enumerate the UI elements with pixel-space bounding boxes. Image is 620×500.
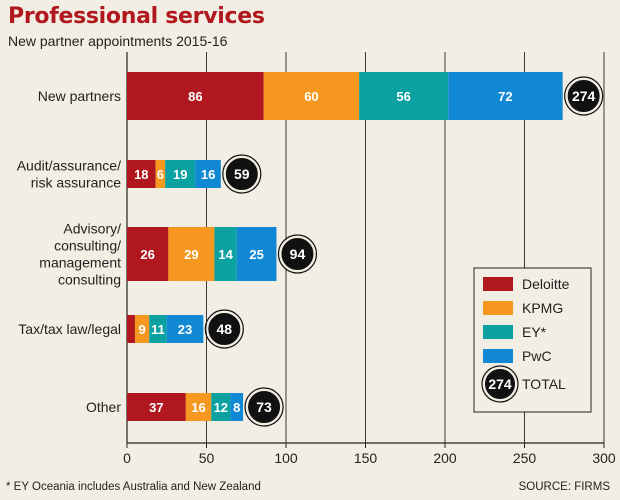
- category-label: consulting: [58, 272, 121, 288]
- total-circle: [206, 311, 243, 347]
- x-tick-label: 0: [123, 450, 131, 466]
- total-label: 73: [256, 399, 272, 415]
- bar-value-label: 12: [214, 400, 228, 415]
- total-circle: [565, 78, 602, 114]
- bar-value-label: 6: [157, 167, 164, 182]
- bar-segment: [359, 72, 449, 120]
- legend-total-text: TOTAL: [522, 376, 566, 392]
- footnote: * EY Oceania includes Australia and New …: [6, 481, 261, 493]
- bar-segment: [211, 393, 231, 421]
- total-label: 48: [217, 321, 233, 337]
- bar-segment: [127, 315, 135, 343]
- bar-value-label: 16: [201, 167, 215, 182]
- bar-segment: [166, 315, 204, 343]
- bar-segment: [263, 72, 360, 120]
- total-label: 59: [234, 166, 250, 182]
- legend-entry: PwC: [522, 348, 552, 364]
- bar-segment: [149, 315, 167, 343]
- bar-segment: [127, 227, 169, 281]
- bar-segment: [165, 160, 196, 188]
- total-circle-ring: [564, 76, 604, 116]
- total-circle-ring: [204, 309, 244, 349]
- bar-value-label: 25: [249, 247, 263, 262]
- bar-value-label: 37: [149, 400, 163, 415]
- bar-segment: [185, 393, 212, 421]
- bar-value-label: 8: [233, 400, 240, 415]
- legend-swatch: [483, 301, 513, 315]
- category-label: Tax/tax law/legal: [18, 321, 121, 337]
- legend-swatch: [483, 325, 513, 339]
- source-note: SOURCE: FIRMS: [518, 481, 610, 493]
- x-tick-label: 250: [513, 450, 537, 466]
- bar-value-label: 18: [134, 167, 148, 182]
- bar-value-label: 72: [498, 89, 512, 104]
- total-label: 94: [290, 246, 306, 262]
- bar-segment: [127, 72, 264, 120]
- x-tick-label: 100: [274, 450, 298, 466]
- total-circle: [246, 389, 283, 425]
- legend-entry: Deloitte: [522, 276, 570, 292]
- bar-segment: [134, 315, 150, 343]
- bar-value-label: 9: [138, 322, 145, 337]
- bar-segment: [127, 393, 186, 421]
- category-label: risk assurance: [31, 175, 121, 191]
- category-label: Other: [86, 399, 121, 415]
- total-circle: [279, 236, 316, 272]
- bar-segment: [448, 72, 563, 120]
- total-circle: [223, 156, 260, 192]
- chart-subtitle: New partner appointments 2015-16: [8, 33, 228, 49]
- category-label: New partners: [38, 88, 121, 104]
- legend-total-circle: [483, 367, 517, 401]
- total-label: 274: [572, 88, 596, 104]
- bar-segment: [168, 227, 215, 281]
- bar-value-label: 23: [178, 322, 192, 337]
- bar-value-label: 29: [184, 247, 198, 262]
- bar-segment: [155, 160, 166, 188]
- bar-value-label: 14: [218, 247, 233, 262]
- total-circle-ring: [244, 387, 284, 427]
- bar-value-label: 26: [140, 247, 154, 262]
- bar-value-label: 16: [191, 400, 205, 415]
- bar-value-label: 19: [173, 167, 187, 182]
- bar-segment: [127, 160, 156, 188]
- chart-title: Professional services: [8, 4, 265, 29]
- bar-value-label: 60: [304, 89, 318, 104]
- x-tick-label: 300: [592, 450, 616, 466]
- category-label: Audit/assurance/: [17, 158, 121, 174]
- category-label: Advisory/: [63, 221, 121, 237]
- legend-swatch: [483, 277, 513, 291]
- bar-segment: [230, 393, 244, 421]
- x-tick-label: 150: [354, 450, 378, 466]
- legend-entry: EY*: [522, 324, 547, 340]
- category-label: consulting/: [54, 238, 121, 254]
- bar-value-label: 11: [151, 322, 165, 337]
- bar-segment: [236, 227, 277, 281]
- legend-swatch: [483, 349, 513, 363]
- legend-total-ring: [481, 365, 519, 403]
- stacked-bar-chart: 0 50 100 150 200 250 300 New partners Audit/assu…: [17, 52, 616, 466]
- bar-value-label: 56: [396, 89, 410, 104]
- bar-segment: [214, 227, 237, 281]
- category-label: management: [39, 255, 121, 271]
- bar-value-label: 86: [188, 89, 202, 104]
- legend-entry: KPMG: [522, 300, 563, 316]
- total-circle-ring: [222, 154, 262, 194]
- x-tick-label: 50: [199, 450, 215, 466]
- x-tick-label: 200: [433, 450, 457, 466]
- total-circle-ring: [277, 234, 318, 274]
- legend-total-sample: 274: [488, 376, 512, 392]
- bar-segment: [195, 160, 221, 188]
